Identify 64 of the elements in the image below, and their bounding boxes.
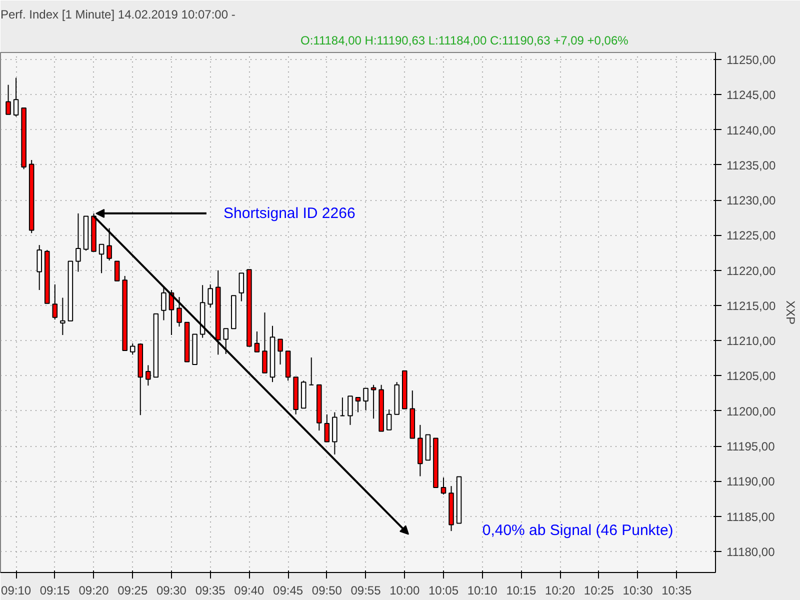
y-tick-label: 11220,00 — [726, 264, 776, 278]
candlestick — [363, 388, 368, 411]
candlestick — [440, 477, 446, 495]
candlestick — [52, 284, 58, 320]
x-tick-label: 09:35 — [195, 584, 226, 598]
candlestick — [6, 84, 11, 115]
y-tick-label: 11195,00 — [726, 440, 776, 454]
x-tick-label: 10:05 — [428, 584, 459, 598]
x-tick-label: 09:40 — [234, 584, 265, 598]
x-tick-label: 09:10 — [1, 584, 32, 598]
candlestick — [262, 312, 268, 374]
x-tick-label: 10:15 — [506, 584, 537, 598]
x-tick-label: 09:25 — [118, 584, 148, 598]
y-tick-label: 11240,00 — [726, 123, 776, 138]
y-tick-label: 11215,00 — [726, 298, 776, 313]
y-tick-label: 11200,00 — [726, 404, 776, 418]
y-tick-label: 11190,00 — [726, 474, 776, 489]
x-tick-label: 09:55 — [350, 584, 382, 598]
y-tick-label: 11210,00 — [726, 334, 776, 348]
candlestick — [254, 330, 260, 352]
candlestick — [238, 272, 244, 302]
candlestick — [13, 77, 19, 117]
candlestick — [130, 342, 136, 356]
candlestick — [36, 244, 42, 291]
y-tick-label: 11230,00 — [726, 194, 776, 208]
candlestick — [114, 260, 120, 282]
candlestick — [386, 408, 392, 430]
y-axis-title: XXP — [784, 300, 798, 325]
y-tick-label: 11245,00 — [726, 88, 776, 102]
annotation: Shortsignal ID 2266 — [224, 204, 356, 222]
x-tick-label: 10:25 — [584, 584, 614, 598]
candlestick — [324, 414, 330, 442]
candlestick — [106, 228, 112, 261]
y-tick-label: 11185,00 — [726, 510, 776, 524]
x-tick-label: 10:20 — [545, 584, 576, 598]
y-tick-label: 11235,00 — [726, 158, 776, 172]
candlestick — [208, 284, 213, 308]
candlestick — [76, 212, 81, 272]
x-tick-label: 09:30 — [156, 584, 187, 598]
x-tick-label: 10:35 — [662, 584, 692, 598]
x-tick-label: 10:30 — [622, 584, 654, 598]
candlestick — [176, 296, 182, 328]
x-tick-label: 09:15 — [40, 584, 70, 598]
candlestick — [348, 396, 353, 426]
candlestick — [146, 364, 151, 386]
y-tick-label: 11180,00 — [726, 544, 776, 559]
candlestick — [223, 328, 229, 354]
x-tick-label: 10:10 — [467, 584, 498, 598]
candlestick — [98, 244, 104, 274]
candlestick — [161, 286, 166, 321]
candlestick — [60, 297, 66, 336]
x-tick-label: 10:00 — [390, 584, 420, 598]
x-tick-label: 09:20 — [78, 584, 110, 598]
x-tick-label: 09:50 — [312, 584, 342, 598]
annotation: 0,40% ab Signal (46 Punkte) — [482, 522, 674, 539]
chart-subtitle: O:11184,00 H:11190,63 L:11184,00 C:11190,63 +7,09 +0,06% — [300, 34, 629, 48]
candlestick — [370, 384, 376, 420]
chart-title: Perf. Index [1 Minute] 14.02.2019 10:07:00 - — [0, 8, 236, 22]
candlestick — [355, 397, 361, 413]
y-tick-label: 11225,00 — [726, 228, 776, 243]
x-tick-label: 09:45 — [273, 584, 304, 598]
y-tick-label: 11205,00 — [726, 369, 776, 384]
y-tick-label: 11250,00 — [726, 53, 776, 68]
candlestick — [278, 338, 283, 365]
